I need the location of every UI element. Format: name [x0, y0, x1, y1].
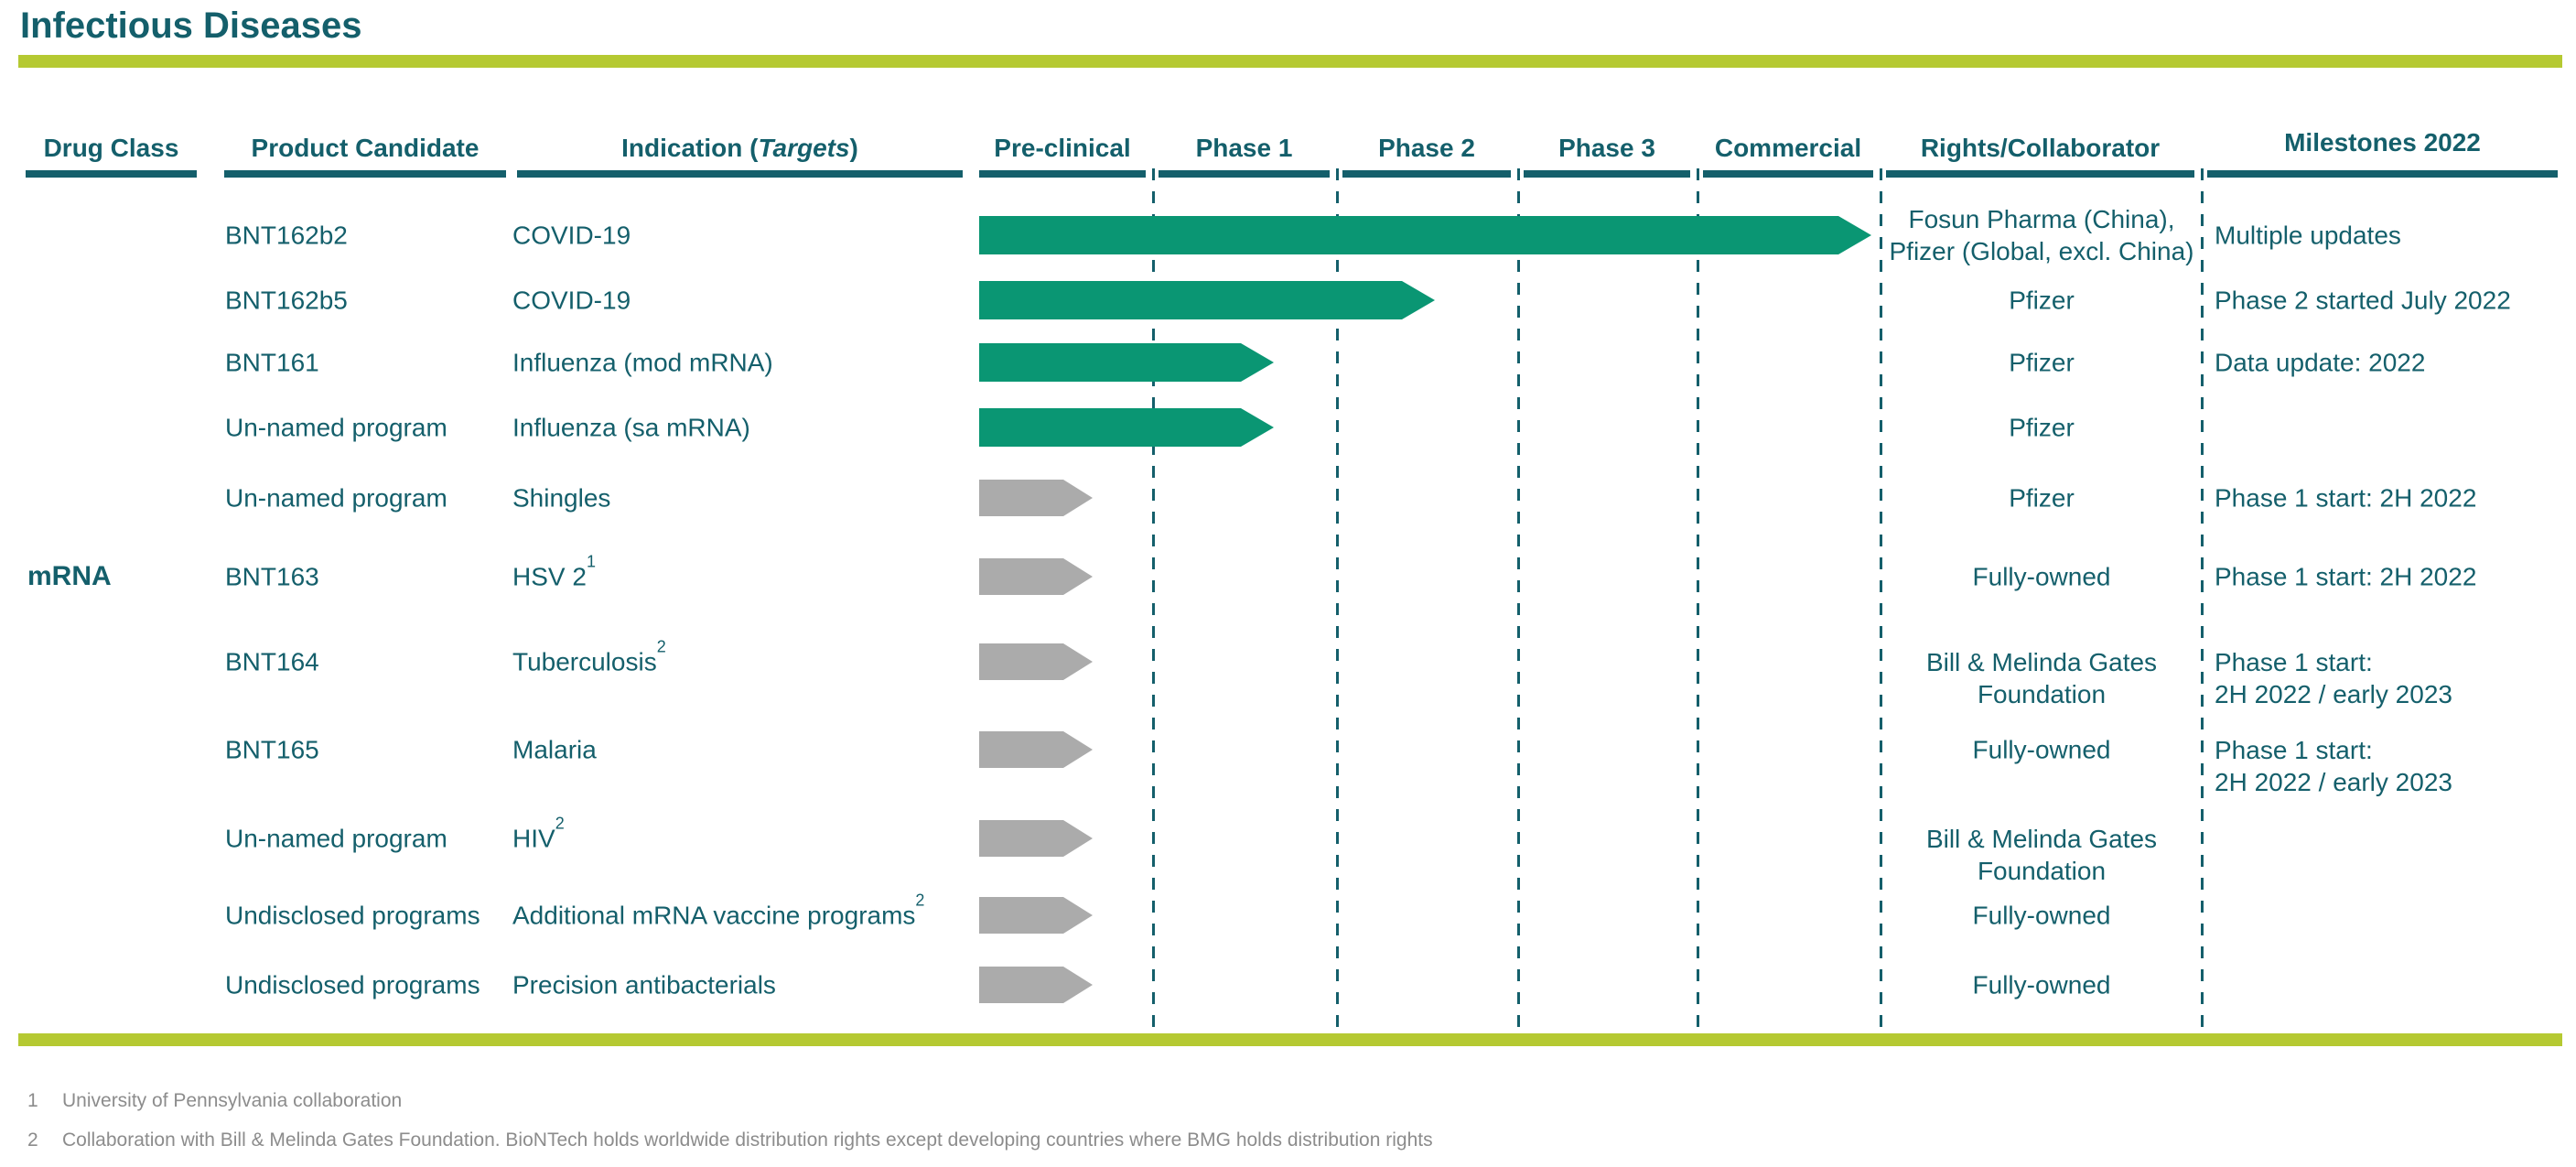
rights-collaborator: Fully-owned — [1972, 970, 2111, 1000]
rights-collaborator: Fosun Pharma (China), Pfizer (Global, ex… — [1889, 205, 2194, 265]
accent-bar-bottom — [18, 1033, 2562, 1046]
phase-divider-rights-milestones — [2201, 168, 2204, 1034]
indication-text: HIV — [512, 824, 555, 853]
rights-collaborator: Pfizer — [2009, 286, 2075, 315]
rights-collaborator: Bill & Melinda Gates Foundation — [1925, 648, 2158, 708]
product-candidate: BNT165 — [225, 735, 319, 764]
product-candidate: BNT161 — [225, 348, 319, 377]
footnote-marker: 2 — [27, 1129, 38, 1151]
indication: COVID-19 — [512, 221, 631, 250]
rights-collaborator: Pfizer — [2009, 348, 2075, 377]
milestone-2022: Phase 2 started July 2022 — [2215, 286, 2511, 315]
progress-arrow-preclinical — [979, 967, 1093, 1003]
header-underline-phase3 — [1524, 170, 1690, 178]
progress-arrow-phase1 — [979, 343, 1274, 382]
indication-text: HSV 2 — [512, 562, 587, 591]
indication-footnote-ref: 2 — [915, 891, 925, 910]
indication: Influenza (mod mRNA) — [512, 348, 773, 377]
milestone-2022: Data update: 2022 — [2215, 348, 2426, 377]
progress-arrow-phase2 — [979, 281, 1435, 319]
header-underline-indication — [517, 170, 963, 178]
phase-divider-phase3-commercial — [1697, 168, 1699, 1034]
indication: Malaria — [512, 735, 597, 764]
header-underline-milestones-2022 — [2207, 170, 2558, 178]
column-header-phase2: Phase 2 — [1378, 134, 1475, 162]
indication-header-targets: Targets — [758, 134, 850, 162]
milestone-2022: Phase 1 start: 2H 2022 — [2215, 483, 2477, 513]
product-candidate: BNT162b5 — [225, 286, 348, 315]
column-header-commercial: Commercial — [1714, 134, 1862, 162]
footnote-marker: 1 — [27, 1090, 38, 1111]
rights-collaborator: Bill & Melinda Gates Foundation — [1925, 825, 2158, 885]
phase-divider-phase1-phase2 — [1336, 168, 1339, 1034]
header-underline-product-candidate — [224, 170, 506, 178]
rights-collaborator: Pfizer — [2009, 483, 2075, 513]
footnote-text: Collaboration with Bill & Melinda Gates … — [62, 1129, 1433, 1151]
progress-arrow-preclinical — [979, 643, 1093, 680]
product-candidate: BNT162b2 — [225, 221, 348, 250]
indication-header-post: ) — [849, 134, 858, 162]
rights-collaborator: Pfizer — [2009, 413, 2075, 442]
phase-divider-commercial-rights — [1880, 168, 1882, 1034]
footnote-2: 2 Collaboration with Bill & Melinda Gates… — [27, 1129, 1433, 1152]
product-candidate: BNT163 — [225, 562, 319, 591]
progress-arrow-preclinical — [979, 897, 1093, 934]
indication: Tuberculosis2 — [512, 638, 970, 678]
phase-divider-phase2-phase3 — [1517, 168, 1520, 1034]
progress-arrow-preclinical — [979, 820, 1093, 857]
column-header-rights-collaborator: Rights/Collaborator — [1920, 134, 2161, 162]
progress-arrow-commercial — [979, 216, 1871, 254]
milestone-2022: Phase 1 start: 2H 2022 — [2215, 562, 2477, 591]
indication: Additional mRNA vaccine programs2 — [512, 891, 970, 932]
indication-header-pre: Indication ( — [621, 134, 759, 162]
product-candidate: Un-named program — [225, 413, 447, 442]
header-underline-rights-collaborator — [1886, 170, 2194, 178]
indication-footnote-ref: 1 — [586, 552, 596, 571]
page-title: Infectious Diseases — [20, 5, 362, 46]
indication: Shingles — [512, 483, 611, 513]
product-candidate: Undisclosed programs — [225, 970, 480, 1000]
milestone-2022: Phase 1 start: 2H 2022 / early 2023 — [2215, 736, 2452, 796]
milestone-2022: Phase 1 start: 2H 2022 / early 2023 — [2215, 648, 2452, 708]
column-header-indication: Indication (Targets) — [517, 134, 963, 163]
indication: HSV 21 — [512, 553, 970, 593]
header-underline-drug-class — [26, 170, 197, 178]
product-candidate: Undisclosed programs — [225, 901, 480, 930]
footnote-1: 1 University of Pennsylvania collaboratio… — [27, 1089, 402, 1113]
rights-collaborator: Fully-owned — [1972, 901, 2111, 930]
indication: Precision antibacterials — [512, 970, 776, 1000]
indication: Influenza (sa mRNA) — [512, 413, 750, 442]
progress-arrow-preclinical — [979, 731, 1093, 768]
indication-footnote-ref: 2 — [656, 637, 666, 656]
column-header-product-candidate: Product Candidate — [251, 134, 480, 162]
indication: HIV2 — [512, 815, 970, 855]
column-header-phase3: Phase 3 — [1558, 134, 1655, 162]
drug-class-label: mRNA — [27, 561, 112, 591]
progress-arrow-preclinical — [979, 480, 1093, 516]
product-candidate: BNT164 — [225, 647, 319, 676]
progress-arrow-preclinical — [979, 558, 1093, 595]
phase-divider-preclinical-phase1 — [1152, 168, 1155, 1034]
header-underline-preclinical — [979, 170, 1146, 178]
column-header-phase1: Phase 1 — [1195, 134, 1293, 162]
column-header-drug-class: Drug Class — [43, 134, 179, 162]
accent-bar-top — [18, 55, 2562, 68]
indication-text: Additional mRNA vaccine programs — [512, 901, 916, 930]
indication: COVID-19 — [512, 286, 631, 315]
rights-collaborator: Fully-owned — [1972, 562, 2111, 591]
product-candidate: Un-named program — [225, 483, 447, 513]
product-candidate: Un-named program — [225, 824, 447, 853]
column-header-milestones-2022: Milestones 2022 — [2284, 128, 2481, 157]
header-underline-phase2 — [1342, 170, 1511, 178]
rights-collaborator: Fully-owned — [1972, 735, 2111, 764]
header-underline-phase1 — [1159, 170, 1330, 178]
header-underline-commercial — [1703, 170, 1873, 178]
footnote-text: University of Pennsylvania collaboration — [62, 1090, 403, 1111]
milestone-2022: Multiple updates — [2215, 221, 2401, 250]
indication-footnote-ref: 2 — [555, 814, 565, 833]
progress-arrow-phase1 — [979, 408, 1274, 447]
indication-text: Tuberculosis — [512, 647, 657, 676]
column-header-preclinical: Pre-clinical — [994, 134, 1131, 162]
